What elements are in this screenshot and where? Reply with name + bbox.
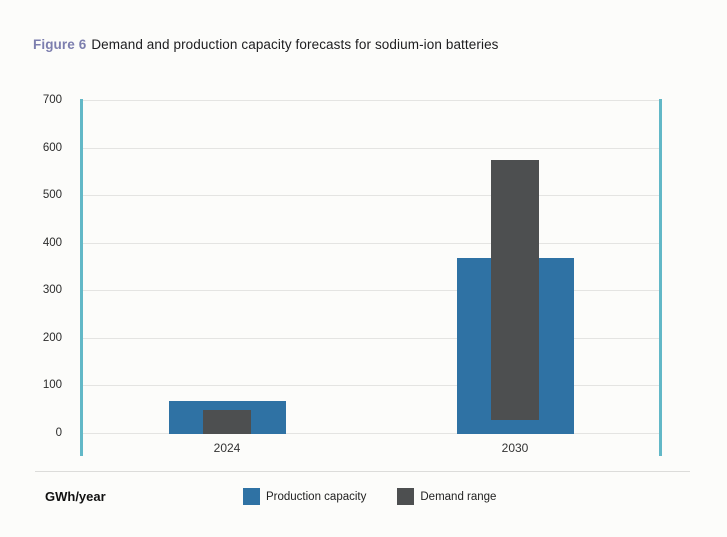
y-tick-label-500: 500 bbox=[42, 189, 62, 202]
gridline-400 bbox=[83, 242, 659, 244]
legend-item-production-capacity: Production capacity bbox=[243, 488, 366, 505]
y-tick-label-400: 400 bbox=[42, 236, 62, 249]
gridline-200 bbox=[83, 337, 659, 339]
plot-area: 2024 2030 bbox=[80, 99, 662, 456]
y-axis-unit: GWh/year bbox=[45, 489, 106, 504]
gridline-700 bbox=[83, 100, 659, 101]
y-axis: 0 100 200 300 400 500 600 700 bbox=[0, 94, 72, 456]
x-tick-label-2030: 2030 bbox=[501, 441, 529, 455]
y-tick-label-100: 100 bbox=[42, 379, 62, 392]
legend-swatch-demand-range bbox=[397, 488, 415, 505]
y-tick-label-600: 600 bbox=[42, 141, 62, 154]
figure-title: Figure 6 Demand and production capacity f… bbox=[33, 37, 499, 52]
demand-range-bar-2024 bbox=[203, 410, 251, 434]
demand-range-bar-2030 bbox=[491, 160, 539, 420]
legend-item-demand-range: Demand range bbox=[397, 488, 496, 505]
y-tick-label-0: 0 bbox=[55, 427, 62, 439]
legend-swatch-production-capacity bbox=[243, 488, 260, 505]
figure-caption: Demand and production capacity forecasts… bbox=[91, 37, 499, 52]
gridline-100 bbox=[83, 385, 659, 387]
y-tick-label-300: 300 bbox=[42, 284, 62, 297]
figure-number: Figure 6 bbox=[33, 37, 87, 52]
y-tick-label-700: 700 bbox=[42, 94, 62, 106]
gridline-500 bbox=[83, 195, 659, 197]
x-tick-label-2024: 2024 bbox=[213, 441, 241, 455]
legend-label-demand-range: Demand range bbox=[420, 490, 497, 503]
gridline-0 bbox=[83, 433, 659, 434]
legend: Production capacity Demand range bbox=[243, 488, 496, 505]
legend-label-production-capacity: Production capacity bbox=[266, 490, 367, 503]
gridline-300 bbox=[83, 290, 659, 292]
footer-divider bbox=[35, 471, 690, 472]
y-tick-label-200: 200 bbox=[42, 331, 62, 344]
gridline-600 bbox=[83, 147, 659, 149]
